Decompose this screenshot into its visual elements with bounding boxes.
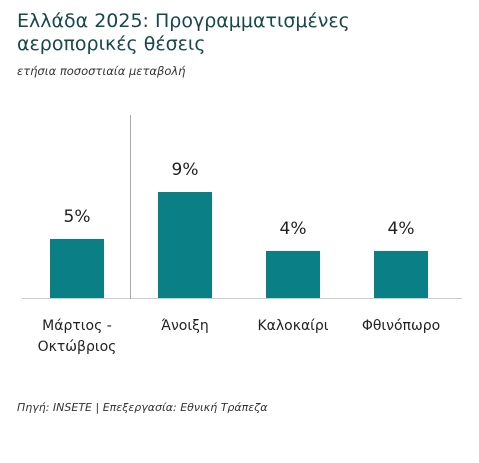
x-tick-label: Φθινόπωρο (361, 318, 441, 334)
separator (130, 115, 131, 299)
bar (158, 192, 212, 298)
bar (266, 250, 320, 298)
x-tick-label: Άνοιξη (161, 318, 209, 334)
chart-subtitle: ετήσια ποσοστιαία μεταβολή (17, 64, 186, 78)
value-label: 5% (63, 207, 91, 228)
x-tick-label: Μάρτιος - Οκτώβριος (37, 318, 117, 355)
value-label: 4% (387, 218, 415, 239)
baseline (22, 298, 462, 299)
bar (50, 239, 104, 298)
value-label: 9% (171, 160, 199, 180)
source-note: Πηγή: INSETE | Επεξεργασία: Εθνική Τράπε… (17, 401, 268, 414)
chart-title: Ελλάδα 2025: Προγραμματισμένες αεροπορικ… (17, 10, 350, 55)
value-label: 4% (279, 218, 307, 239)
x-tick-label: Καλοκαίρι (257, 318, 329, 334)
bar (374, 250, 428, 298)
